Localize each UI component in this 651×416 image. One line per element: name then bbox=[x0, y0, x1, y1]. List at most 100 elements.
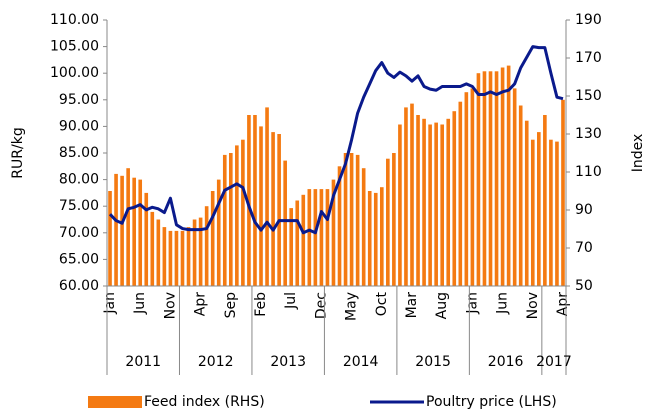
legend-label: Feed index (RHS) bbox=[144, 394, 265, 410]
bar bbox=[108, 191, 112, 286]
bar bbox=[494, 71, 499, 286]
bar bbox=[204, 206, 209, 286]
bar bbox=[549, 139, 553, 286]
y-tick-label: 80.00 bbox=[59, 172, 99, 188]
bar bbox=[500, 67, 505, 286]
y2-tick-label: 90 bbox=[575, 202, 593, 218]
year-label: 2015 bbox=[415, 354, 451, 370]
y2-tick-label: 130 bbox=[575, 126, 602, 142]
bar bbox=[343, 153, 348, 286]
bar bbox=[301, 194, 306, 286]
x-tick-label: Oct bbox=[374, 292, 390, 317]
x-tick-label: Sep bbox=[223, 292, 239, 319]
bar bbox=[488, 71, 493, 286]
bar bbox=[434, 122, 438, 286]
line bbox=[108, 45, 564, 235]
y2-tick-label: 170 bbox=[575, 50, 602, 66]
year-label: 2011 bbox=[125, 354, 161, 370]
bar bbox=[482, 71, 487, 286]
x-tick-label: Jan bbox=[102, 292, 118, 315]
bar bbox=[349, 153, 354, 286]
bar bbox=[404, 107, 408, 287]
y2-tick-label: 190 bbox=[575, 12, 602, 28]
bar bbox=[440, 124, 445, 286]
bar bbox=[253, 115, 257, 286]
bar bbox=[361, 168, 366, 286]
bar bbox=[410, 103, 414, 286]
bar bbox=[114, 173, 118, 286]
bar bbox=[422, 118, 426, 286]
bar bbox=[210, 191, 215, 286]
bar bbox=[150, 211, 155, 286]
bar bbox=[277, 134, 281, 286]
bar bbox=[506, 65, 511, 286]
bar bbox=[518, 105, 523, 286]
bar bbox=[452, 111, 457, 286]
y2-tick-label: 110 bbox=[575, 164, 602, 180]
bar bbox=[283, 160, 287, 286]
year-label: 2012 bbox=[198, 354, 234, 370]
bar bbox=[325, 189, 330, 286]
legend-label: Poultry price (LHS) bbox=[426, 394, 557, 410]
bar bbox=[537, 132, 541, 286]
bar bbox=[186, 227, 191, 286]
bar bbox=[138, 179, 143, 286]
bar bbox=[379, 187, 384, 286]
bar bbox=[428, 124, 432, 286]
bar bbox=[392, 153, 396, 286]
bar bbox=[367, 191, 372, 286]
bar bbox=[198, 217, 203, 286]
bar bbox=[259, 126, 263, 287]
y-tick-label: 95.00 bbox=[59, 92, 99, 108]
bar bbox=[271, 132, 275, 286]
x-tick-label: Aug bbox=[434, 292, 450, 319]
x-tick-label: Nov bbox=[525, 292, 541, 319]
bar bbox=[295, 200, 300, 286]
y-tick-label: 65.00 bbox=[59, 251, 99, 267]
x-tick-label: Jul bbox=[283, 292, 299, 310]
bar bbox=[458, 101, 463, 286]
y-tick-label: 90.00 bbox=[59, 118, 99, 134]
bar bbox=[530, 139, 535, 286]
bar bbox=[192, 219, 197, 286]
y-axis-title: RUR/kg bbox=[10, 127, 26, 178]
bar bbox=[307, 189, 312, 286]
bar bbox=[126, 168, 130, 286]
legend-swatch bbox=[88, 396, 142, 408]
x-tick-label: Feb bbox=[253, 292, 269, 317]
bar bbox=[168, 230, 173, 286]
bar bbox=[132, 177, 136, 286]
bar bbox=[241, 139, 245, 286]
x-tick-label: Jun bbox=[495, 292, 511, 315]
bar bbox=[386, 158, 390, 286]
bar bbox=[337, 166, 342, 286]
bar bbox=[561, 99, 565, 286]
bar bbox=[174, 230, 179, 286]
x-tick-label: Apr bbox=[193, 292, 209, 316]
bar bbox=[524, 120, 529, 286]
bar bbox=[319, 189, 324, 286]
bar bbox=[247, 115, 251, 286]
bar bbox=[216, 179, 221, 286]
x-tick-label: Jan bbox=[464, 292, 480, 315]
y2-axis-title: Index bbox=[630, 134, 646, 173]
x-tick-label: Jun bbox=[132, 292, 148, 315]
bar bbox=[144, 192, 149, 286]
y-tick-label: 75.00 bbox=[59, 198, 99, 214]
year-label: 2017 bbox=[536, 354, 572, 370]
bar bbox=[180, 230, 185, 286]
bar bbox=[313, 189, 318, 286]
bar bbox=[555, 141, 559, 286]
y-tick-label: 100.00 bbox=[50, 65, 99, 81]
bar bbox=[355, 154, 360, 286]
bar bbox=[222, 154, 227, 286]
x-tick-label: Mar bbox=[404, 292, 420, 319]
x-tick-label: Apr bbox=[555, 292, 571, 316]
x-tick-label: May bbox=[344, 292, 360, 321]
bar bbox=[228, 153, 233, 286]
bar bbox=[156, 219, 161, 286]
y-tick-label: 85.00 bbox=[59, 145, 99, 161]
bar bbox=[476, 73, 481, 286]
bar bbox=[373, 192, 378, 286]
